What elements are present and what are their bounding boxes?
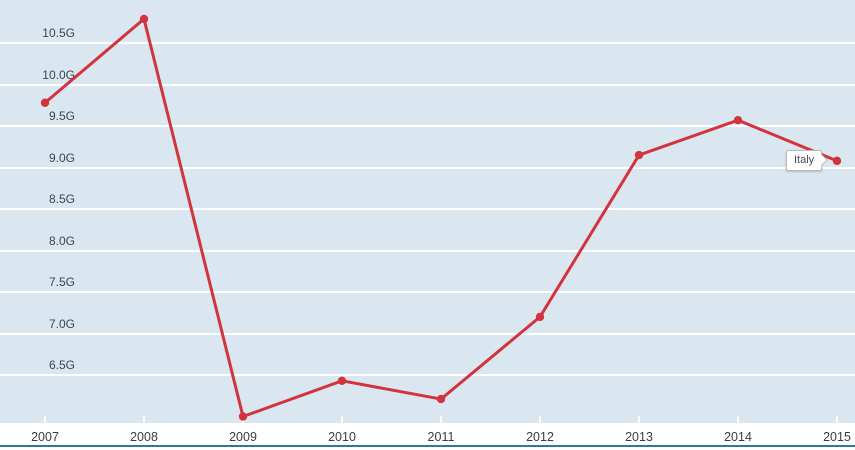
plot-panel: 10.5G 10.0G 9.5G 9.0G 8.5G 8.0G 7.5G 7.0G 6.5G [0, 0, 855, 423]
y-axis-label: 7.5G [48, 275, 75, 289]
x-axis-tick [440, 416, 442, 423]
x-axis-label: 2011 [427, 430, 455, 444]
gridline [0, 208, 855, 210]
country-tooltip[interactable]: Italy [786, 149, 828, 171]
gridline [0, 166, 855, 169]
x-axis-tick [143, 416, 145, 423]
data-point-2011[interactable] [436, 394, 446, 404]
y-axis-label: 8.5G [48, 192, 75, 206]
y-axis-label: 10.0G [42, 67, 75, 82]
y-axis-label: 10.5G [42, 26, 75, 40]
x-axis-label: 2007 [31, 430, 59, 444]
gridline [0, 249, 855, 252]
gridline [0, 374, 855, 376]
x-axis-label: 2009 [229, 430, 257, 444]
y-axis-label: 7.0G [48, 316, 75, 331]
y-axis-label: 9.5G [48, 109, 75, 123]
gridline [0, 291, 855, 293]
data-point-2007[interactable] [40, 98, 50, 107]
gridline [0, 332, 855, 335]
series-plot-layer [40, 14, 842, 421]
series-line [43, 17, 839, 418]
data-point-2009[interactable] [238, 412, 248, 421]
x-axis-label: 2008 [130, 430, 158, 444]
x-axis-label: 2012 [526, 430, 554, 444]
y-axis-label: 6.5G [48, 358, 75, 372]
x-axis-label: 2010 [328, 430, 356, 444]
data-point-2013[interactable] [634, 150, 644, 160]
x-axis-label: 2014 [724, 430, 752, 444]
data-point-2015[interactable] [832, 156, 842, 166]
y-axis-label: 9.0G [48, 150, 75, 165]
x-axis-label: 2013 [625, 430, 653, 444]
data-point-2012[interactable] [535, 312, 545, 322]
x-axis-tick [44, 416, 46, 423]
gridline [0, 83, 855, 86]
x-axis-tick [836, 416, 838, 423]
x-axis-tick [737, 416, 739, 423]
data-point-2010[interactable] [337, 376, 347, 386]
data-point-2014[interactable] [733, 115, 743, 125]
x-axis-tick [341, 416, 343, 423]
country-tooltip-label: Italy [794, 153, 815, 166]
gridline [0, 42, 855, 44]
data-point-2008[interactable] [139, 14, 149, 24]
x-axis-label: 2015 [823, 430, 851, 444]
y-axis-label: 8.0G [48, 233, 75, 248]
x-axis-tick [638, 416, 640, 423]
axis-baseline [0, 445, 855, 447]
x-axis-tick [539, 416, 541, 423]
gridline [0, 125, 855, 127]
